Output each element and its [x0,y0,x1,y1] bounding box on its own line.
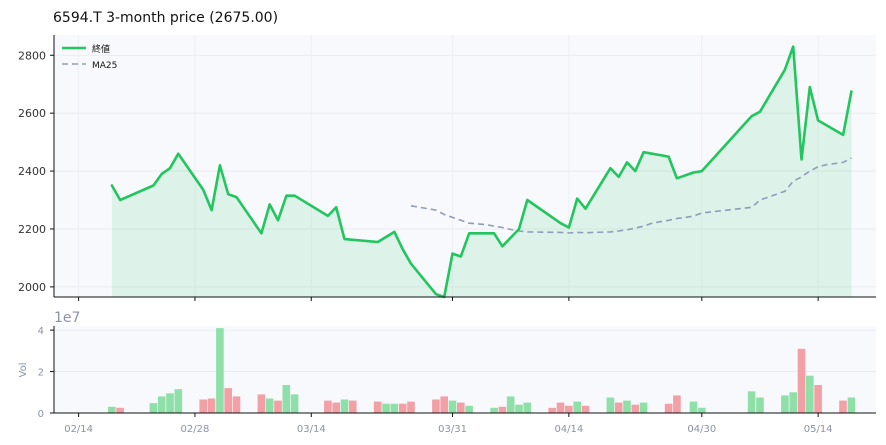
volume-bar [274,400,282,413]
close-line [110,45,853,299]
volume-y-axis-ticks: 0 2 4 [38,326,54,420]
volume-bar [814,385,822,413]
volume-bar [581,405,590,414]
volume-bars [108,328,856,414]
volume-bar [573,401,581,413]
volume-bar [290,394,299,413]
price-ytick-label: 2200 [18,223,46,236]
xtick-label: 04/14 [554,424,583,435]
legend-ma-label: MA25 [92,61,117,71]
volume-bar [506,396,515,413]
price-x-axis-ticks [78,297,819,301]
chart-title: 6594.T 3-month price (2675.00) [53,10,278,26]
volume-bar [265,398,274,413]
volume-bar [174,389,183,413]
price-panel-bg [54,35,876,297]
volume-bar [398,403,407,413]
volume-bar [847,397,856,413]
volume-bar [373,401,382,413]
volume-bar [664,403,673,413]
volume-bar [673,395,681,413]
volume-bar [548,407,556,413]
volume-bar [448,400,457,413]
volume-bar [490,407,498,413]
volume-bar [606,397,615,413]
volume-bar [382,403,390,413]
volume-bar [457,402,465,413]
price-ytick-label: 2000 [18,281,46,294]
volume-bar [623,400,631,413]
volume-bar [781,395,789,413]
volume-bar [224,388,232,413]
volume-bar [116,407,124,413]
volume-bar [440,396,448,413]
volume-bar [407,401,415,413]
close-area-fill [111,46,852,297]
volume-bar [149,403,158,413]
volume-bar [390,403,399,413]
volume-bar [797,348,806,413]
price-y-axis-ticks: 2000 2200 2400 2600 2800 [18,49,54,294]
volume-bar [631,404,640,413]
volume-bar [332,402,340,413]
volume-x-axis-ticks: 02/14 02/28 03/14 03/31 04/14 04/30 05/14 [64,413,833,435]
volume-bar [232,396,241,413]
volume-bar [282,385,291,413]
volume-bar [523,402,532,413]
volume-bar [639,402,648,413]
volume-bar [698,407,706,413]
xtick-label: 02/14 [64,424,93,435]
volume-bar [806,375,814,413]
xtick-label: 04/30 [687,424,716,435]
volume-scale-label: 1e7 [54,310,80,326]
legend-close-label: 終値 [92,43,110,55]
volume-bar [108,406,116,413]
volume-bar [216,328,224,413]
volume-bar [207,398,216,413]
volume-bar [157,396,166,413]
legend: 終値 MA25 [62,43,117,71]
volume-bar [556,402,565,413]
volume-ytick-label: 4 [38,326,44,337]
price-gridlines [54,35,876,297]
volume-bar [324,400,332,413]
volume-bar [747,391,756,414]
ma25-line [410,157,852,234]
volume-bar [689,401,698,413]
xtick-label: 05/14 [804,424,833,435]
volume-y-label: Vol [18,363,29,378]
price-ytick-label: 2400 [18,165,46,178]
xtick-label: 02/28 [181,424,210,435]
volume-bar [789,392,797,413]
price-ytick-label: 2600 [18,107,46,120]
volume-bar [565,405,573,414]
volume-bar [839,400,847,413]
volume-bar [756,397,764,413]
volume-bar [166,393,174,413]
volume-bar [340,399,349,413]
volume-bar [515,404,523,413]
price-ytick-label: 2800 [18,49,46,62]
volume-bar [199,399,207,413]
volume-bar [257,394,266,413]
volume-ytick-label: 0 [38,409,44,420]
volume-ytick-label: 2 [38,368,44,379]
volume-panel-bg [54,326,876,413]
xtick-label: 03/14 [297,424,326,435]
volume-bar [349,400,357,413]
volume-bar [614,402,623,413]
volume-bar [498,406,507,413]
volume-bar [465,405,473,414]
volume-bar [432,399,440,413]
xtick-label: 03/31 [438,424,467,435]
